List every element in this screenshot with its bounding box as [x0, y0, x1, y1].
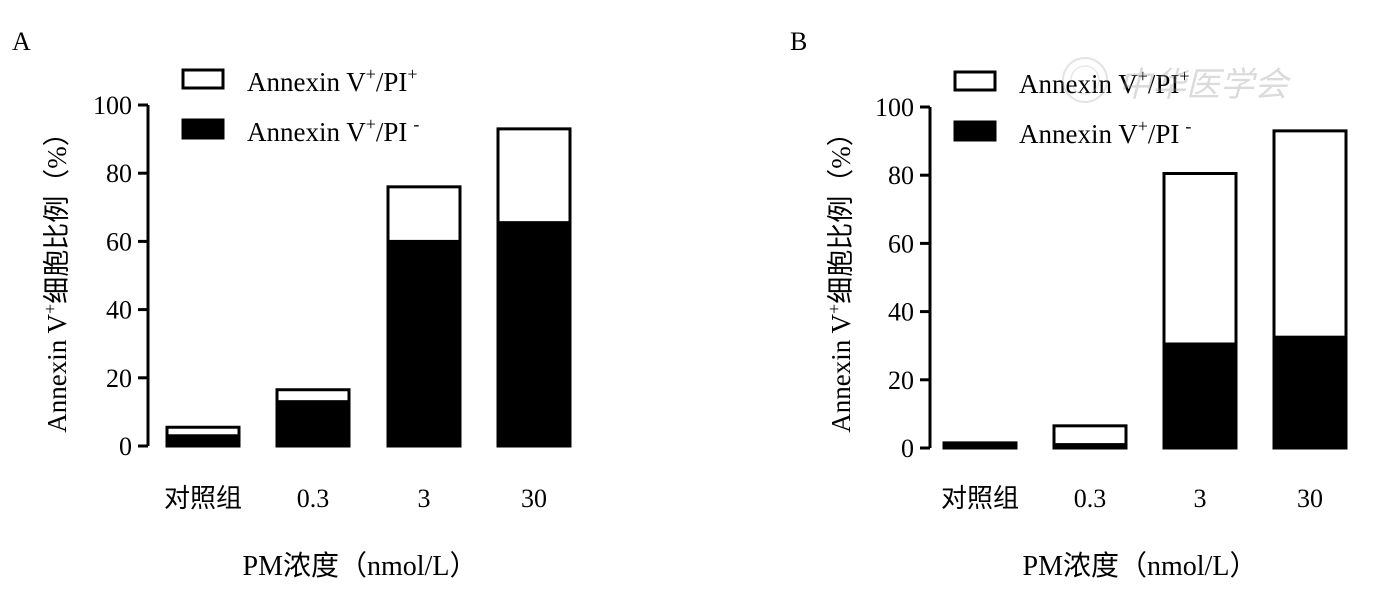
bar-segment	[496, 127, 572, 225]
bar-segment	[1162, 171, 1238, 346]
legend-item-pi-negative: Annexin V+/PI -	[181, 114, 419, 147]
panel-b: B Annexin V+/PI+ Annexin V+/PI - 0 20 40 60 80…	[790, 27, 1348, 582]
y-tick-label: 80	[888, 161, 914, 190]
panel-label: A	[12, 27, 31, 56]
legend-item-pi-positive: Annexin V+/PI+	[953, 66, 1190, 99]
y-axis-label: Annexin V+细胞比例（%）	[40, 119, 72, 432]
bar-segment	[1272, 335, 1348, 450]
y-tick-label: 40	[888, 298, 914, 327]
y-axis: 0 20 40 60 80 100	[875, 93, 932, 463]
y-tick-label: 100	[93, 91, 132, 120]
legend-swatch	[953, 120, 997, 142]
panel-a: A Annexin V+/PI+ Annexin V+/PI - 0 20 40 60 80…	[12, 27, 572, 582]
y-tick-label: 0	[901, 434, 914, 463]
bar-segment	[1162, 342, 1238, 450]
y-tick-label: 60	[106, 227, 132, 256]
bar-segment	[942, 441, 1018, 450]
y-axis: 0 20 40 60 80 100	[93, 91, 150, 461]
legend-label: Annexin V+/PI -	[1019, 116, 1191, 149]
bars	[942, 129, 1348, 450]
legend-label: Annexin V+/PI+	[247, 64, 418, 97]
bar-segment	[386, 239, 462, 448]
y-tick-label: 80	[106, 159, 132, 188]
x-tick-label: 3	[418, 484, 431, 513]
y-axis-label-sup: +	[40, 304, 60, 314]
y-axis-label-pre: Annexin V	[826, 313, 856, 432]
bar-segment	[386, 185, 462, 243]
x-tick-label: 0.3	[1074, 484, 1107, 513]
x-tick-label: 0.3	[297, 484, 330, 513]
y-axis-label-post: 细胞比例（%）	[826, 119, 856, 304]
legend-label: Annexin V+/PI+	[1019, 66, 1190, 99]
panel-label: B	[790, 27, 807, 56]
legend-swatch	[181, 118, 225, 140]
x-tick-label: 3	[1194, 484, 1207, 513]
legend: Annexin V+/PI+ Annexin V+/PI -	[953, 66, 1191, 149]
legend-swatch	[181, 68, 225, 90]
bar-segment	[496, 221, 572, 448]
x-tick-label: 30	[1297, 484, 1323, 513]
bar-segment	[165, 434, 241, 448]
legend-item-pi-negative: Annexin V+/PI -	[953, 116, 1191, 149]
legend-label: Annexin V+/PI -	[247, 114, 419, 147]
x-tick-label: 对照组	[941, 484, 1019, 513]
y-axis-label-sup: +	[824, 304, 844, 314]
x-tick-label: 对照组	[164, 484, 242, 513]
bar-segment	[1272, 129, 1348, 339]
legend: Annexin V+/PI+ Annexin V+/PI -	[181, 64, 419, 147]
x-axis-label: PM浓度（nmol/L）	[1023, 550, 1258, 582]
y-tick-label: 60	[888, 229, 914, 258]
bar-segment	[165, 425, 241, 438]
y-tick-label: 20	[888, 366, 914, 395]
y-axis-label: Annexin V+细胞比例（%）	[824, 119, 856, 432]
y-tick-label: 100	[875, 93, 914, 122]
y-tick-label: 40	[106, 296, 132, 325]
x-axis: 对照组 0.3 3 30	[164, 484, 547, 513]
bar-segment	[1052, 424, 1128, 447]
y-axis-label-post: 细胞比例（%）	[42, 119, 72, 304]
bar-segment	[275, 400, 351, 448]
bars	[165, 127, 572, 448]
watermark-seal	[1062, 57, 1108, 103]
x-axis: 对照组 0.3 3 30	[941, 484, 1323, 513]
y-axis-label-pre: Annexin V	[42, 313, 72, 432]
legend-item-pi-positive: Annexin V+/PI+	[181, 64, 418, 97]
watermark: 中华医学会	[1062, 57, 1292, 104]
bar-segment	[275, 388, 351, 404]
y-tick-label: 20	[106, 364, 132, 393]
x-tick-label: 30	[521, 484, 547, 513]
legend-swatch	[953, 70, 997, 92]
x-axis-label: PM浓度（nmol/L）	[243, 550, 478, 582]
watermark-text: 中华医学会	[1118, 67, 1292, 104]
watermark-seal-inner	[1070, 65, 1100, 95]
y-tick-label: 0	[119, 432, 132, 461]
